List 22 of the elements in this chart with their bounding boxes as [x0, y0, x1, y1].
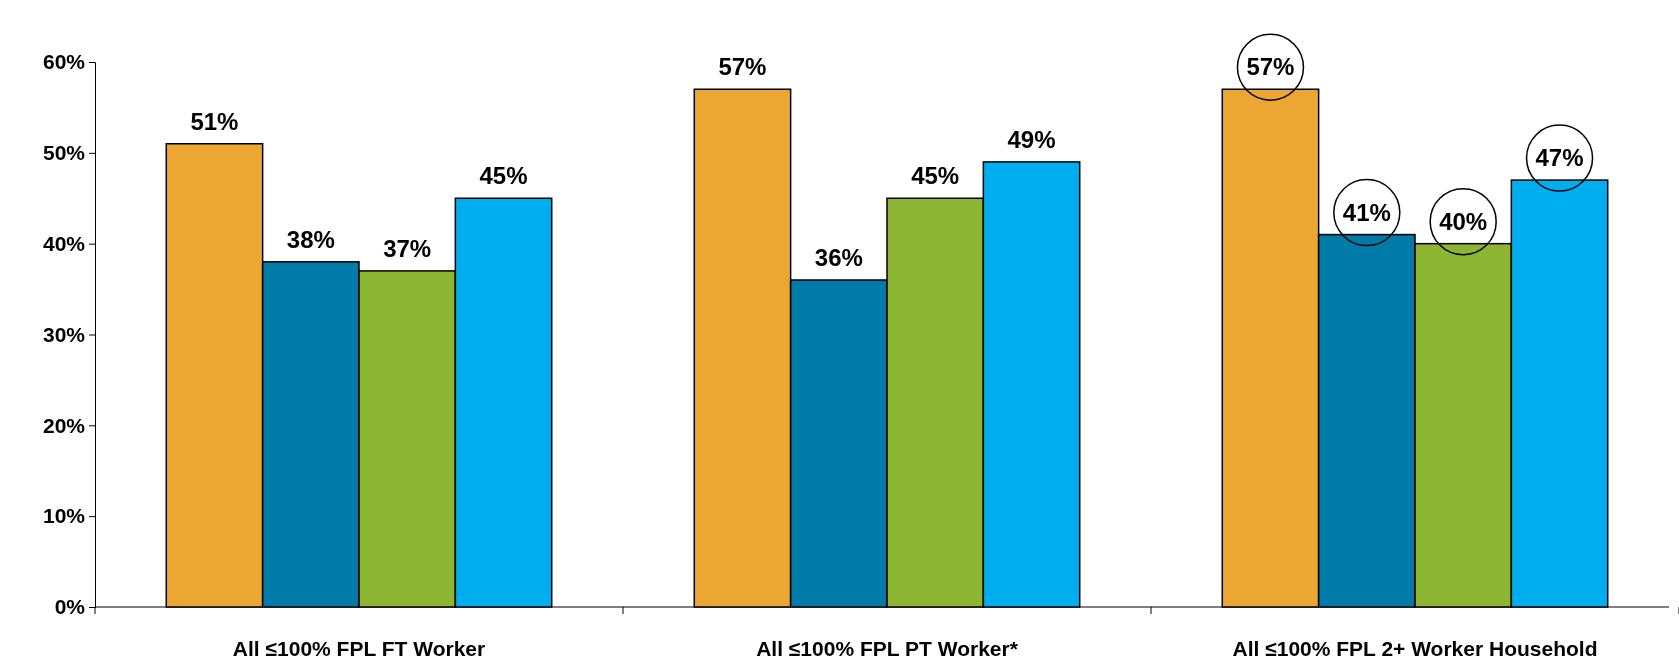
data-label: 57% — [718, 53, 767, 81]
y-tick-label: 30% — [42, 322, 86, 346]
y-tick-label: 60% — [42, 50, 86, 74]
y-tick-label: 10% — [42, 504, 86, 528]
data-label: 40% — [1439, 207, 1488, 235]
x-tick-label: All ≤100% FPL 2+ Worker Household — [1232, 636, 1598, 660]
data-label: 51% — [190, 107, 239, 135]
data-label: 37% — [383, 234, 432, 262]
x-tick-label: All ≤100% FPL PT Worker* — [756, 636, 1019, 660]
y-tick-label: 20% — [42, 413, 86, 437]
data-label: 38% — [286, 225, 335, 253]
y-tick-label: 40% — [42, 231, 86, 255]
data-label: 45% — [911, 162, 960, 190]
data-label: 47% — [1535, 144, 1584, 172]
y-tick-label: 50% — [42, 141, 86, 165]
data-label: 41% — [1342, 198, 1391, 226]
data-label: 49% — [1007, 125, 1056, 153]
data-label: 36% — [814, 244, 863, 271]
x-tick-label: All ≤100% FPL FT Worker — [232, 636, 486, 660]
data-label: 45% — [479, 162, 528, 190]
y-tick-label: 0% — [54, 595, 86, 619]
data-label: 57% — [1246, 53, 1295, 81]
